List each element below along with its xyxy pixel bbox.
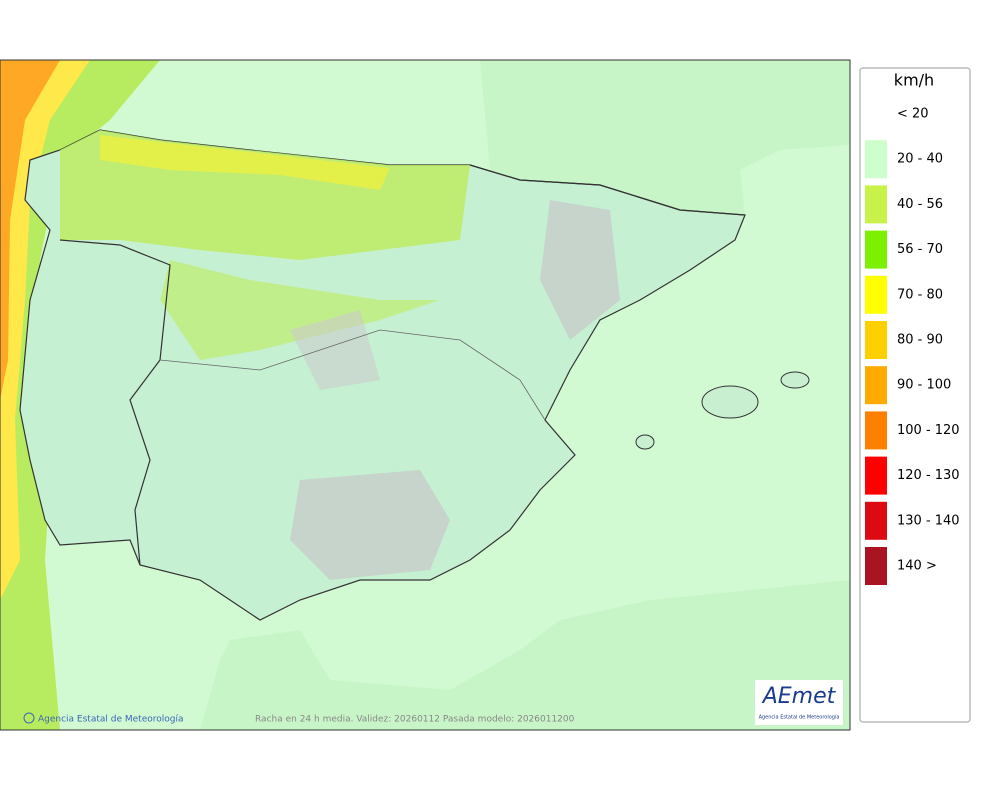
legend-swatch xyxy=(865,501,887,540)
map-frame xyxy=(0,59,851,731)
legend-swatch xyxy=(865,366,887,405)
africa xyxy=(200,580,850,730)
menorca xyxy=(780,371,810,389)
ibiza xyxy=(635,434,655,450)
legend-swatch xyxy=(865,275,887,314)
logo-subtitle: Agencia Estatal de Meteorología xyxy=(759,714,840,721)
logo: AEmet xyxy=(761,684,837,709)
map: Agencia Estatal de Meteorología Racha en… xyxy=(0,59,851,731)
relief xyxy=(540,200,620,340)
mallorca xyxy=(701,385,759,419)
border xyxy=(469,164,746,216)
legend-label: 20 - 40 xyxy=(897,152,943,167)
north-wind xyxy=(100,135,390,190)
legend-swatch xyxy=(865,547,887,585)
inland-wind xyxy=(160,260,440,360)
legend-label: 40 - 56 xyxy=(897,197,943,212)
legend-swatch xyxy=(865,321,887,359)
legend-label: < 20 xyxy=(897,107,929,122)
legend-label: 90 - 100 xyxy=(897,378,951,393)
legend-swatch xyxy=(865,95,887,133)
legend-box xyxy=(859,67,971,723)
caption: Racha en 24 h media. Validez: 20260112 P… xyxy=(255,715,575,725)
legend-swatch xyxy=(865,185,887,224)
legend-label: 120 - 130 xyxy=(897,468,960,483)
legend-label: 140 > xyxy=(897,559,937,574)
legend-swatch xyxy=(865,140,887,179)
legend-unit: km/h xyxy=(894,71,934,90)
copyright-icon xyxy=(23,712,35,724)
credit: Agencia Estatal de Meteorología xyxy=(38,715,184,725)
relief xyxy=(290,310,380,390)
relief xyxy=(290,470,450,580)
legend-label: 130 - 140 xyxy=(897,513,960,528)
atlantic-wind xyxy=(0,60,160,730)
legend-label: 100 - 120 xyxy=(897,423,960,438)
logo-box xyxy=(755,680,843,725)
legend-swatch xyxy=(865,411,887,450)
france xyxy=(480,60,850,215)
legend-label: 70 - 80 xyxy=(897,287,943,302)
legend: km/h < 20 20 - 40 40 - 56 56 - 70 70 - 80 80 … xyxy=(859,67,971,723)
atlantic-wind xyxy=(0,60,60,400)
legend-label: 56 - 70 xyxy=(897,242,943,257)
region-line xyxy=(159,329,546,421)
border xyxy=(59,239,171,566)
atlantic-wind xyxy=(0,60,90,600)
legend-swatch xyxy=(865,230,887,269)
legend-label: 80 - 90 xyxy=(897,333,943,348)
legend-swatch xyxy=(865,456,887,495)
